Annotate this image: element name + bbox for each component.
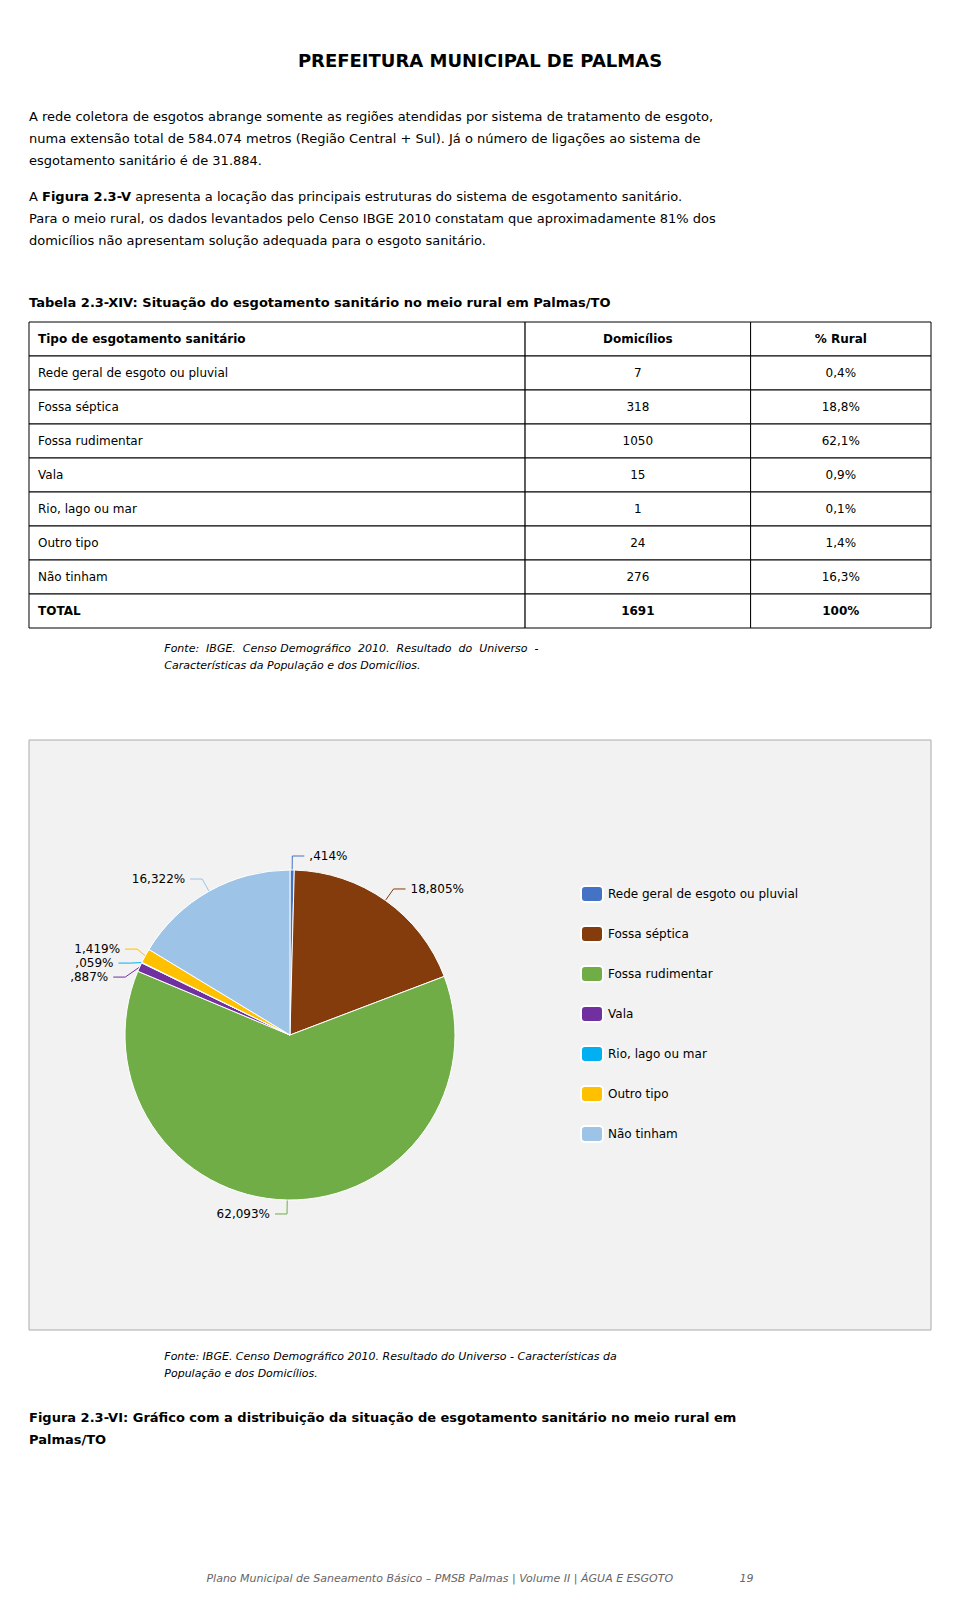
svg-text:0,1%: 0,1% [826, 502, 857, 516]
svg-text:Tipo de esgotamento sanitário: Tipo de esgotamento sanitário [38, 332, 246, 346]
svg-text:318: 318 [626, 400, 649, 414]
svg-text:Vala: Vala [38, 468, 63, 482]
svg-text:Rio, lago ou mar: Rio, lago ou mar [38, 502, 137, 516]
svg-text:1050: 1050 [623, 434, 654, 448]
svg-text:Vala: Vala [608, 1007, 633, 1021]
svg-text:7: 7 [634, 366, 642, 380]
svg-text:Tabela 2.3-XIV: Situação do es: Tabela 2.3-XIV: Situação do esgotamento … [29, 295, 610, 310]
svg-text:Não tinham: Não tinham [608, 1127, 678, 1141]
svg-text:16,322%: 16,322% [132, 872, 185, 886]
svg-text:Figura 2.3-VI: Gráfico com a d: Figura 2.3-VI: Gráfico com a distribuiçã… [29, 1410, 736, 1425]
svg-text:,414%: ,414% [309, 849, 347, 863]
svg-text:Rio, lago ou mar: Rio, lago ou mar [608, 1047, 707, 1061]
svg-text:62,1%: 62,1% [822, 434, 860, 448]
svg-text:TOTAL: TOTAL [38, 604, 81, 618]
svg-text:A: A [29, 189, 42, 204]
svg-text:Plano Municipal de Saneamento: Plano Municipal de Saneamento Básico – P… [206, 1572, 753, 1585]
svg-text:apresenta a locação das princi: apresenta a locação das principais estru… [131, 189, 682, 204]
svg-text:Para o meio rural, os dados le: Para o meio rural, os dados levantados p… [29, 211, 716, 226]
svg-text:Figura 2.3-V: Figura 2.3-V [42, 189, 131, 204]
svg-text:Domicílios: Domicílios [603, 332, 673, 346]
svg-text:1691: 1691 [621, 604, 654, 618]
svg-text:1: 1 [634, 502, 642, 516]
svg-text:esgotamento sanitário é de 31.: esgotamento sanitário é de 31.884. [29, 153, 262, 168]
svg-text:100%: 100% [822, 604, 859, 618]
svg-text:Fossa rudimentar: Fossa rudimentar [38, 434, 143, 448]
svg-text:População e dos Domicílios.: População e dos Domicílios. [164, 1367, 317, 1380]
svg-text:Fonte: IBGE. Censo Demográfi: Fonte: IBGE. Censo Demográfico 2010. Res… [164, 642, 538, 655]
svg-text:A rede coletora de esgotos abr: A rede coletora de esgotos abrange somen… [29, 109, 713, 124]
svg-text:1,4%: 1,4% [826, 536, 857, 550]
svg-text:% Rural: % Rural [815, 332, 867, 346]
svg-text:62,093%: 62,093% [217, 1207, 270, 1221]
svg-text:1,419%: 1,419% [74, 942, 120, 956]
svg-text:Características da População e: Características da População e dos Domic… [164, 659, 420, 672]
svg-text:Outro tipo: Outro tipo [608, 1087, 669, 1101]
svg-text:Fonte: IBGE. Censo Demográfico: Fonte: IBGE. Censo Demográfico 2010. Res… [164, 1350, 617, 1363]
svg-text:0,4%: 0,4% [826, 366, 857, 380]
svg-text:16,3%: 16,3% [822, 570, 860, 584]
svg-text:Palmas/TO: Palmas/TO [29, 1432, 106, 1447]
svg-text:15: 15 [630, 468, 645, 482]
svg-text:Fossa rudimentar: Fossa rudimentar [608, 967, 713, 981]
svg-text:,059%: ,059% [75, 956, 113, 970]
svg-text:domicílios não apresentam solu: domicílios não apresentam solução adequa… [29, 233, 486, 248]
svg-text:0,9%: 0,9% [826, 468, 857, 482]
svg-text:Rede geral de esgoto ou pluvia: Rede geral de esgoto ou pluvial [38, 366, 228, 380]
svg-text:numa extensão total de 584.074: numa extensão total de 584.074 metros (R… [29, 131, 701, 146]
svg-text:Outro tipo: Outro tipo [38, 536, 99, 550]
svg-text:Fossa séptica: Fossa séptica [38, 400, 119, 414]
svg-text:Fossa séptica: Fossa séptica [608, 927, 689, 941]
svg-text:Não tinham: Não tinham [38, 570, 108, 584]
svg-text:24: 24 [630, 536, 645, 550]
svg-text:,887%: ,887% [70, 970, 108, 984]
svg-text:PREFEITURA MUNICIPAL DE PALMAS: PREFEITURA MUNICIPAL DE PALMAS [298, 50, 662, 71]
svg-text:18,8%: 18,8% [822, 400, 860, 414]
svg-text:276: 276 [626, 570, 649, 584]
svg-text:Rede geral de esgoto ou pluvia: Rede geral de esgoto ou pluvial [608, 887, 798, 901]
svg-text:18,805%: 18,805% [411, 882, 464, 896]
